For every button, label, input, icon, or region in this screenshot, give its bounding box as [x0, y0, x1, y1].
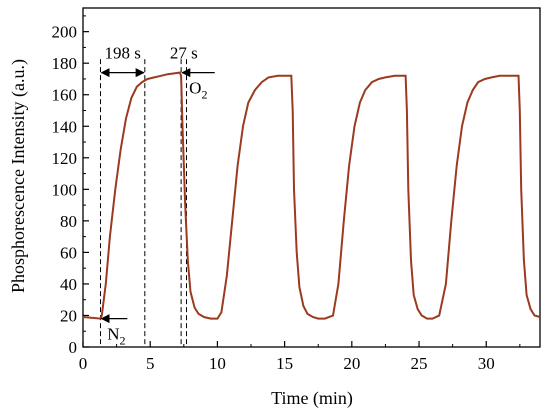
y-tick-label: 20	[60, 306, 77, 325]
x-tick-label: 5	[146, 354, 155, 373]
y-tick-label: 80	[60, 212, 77, 231]
x-tick-label: 10	[209, 354, 226, 373]
x-tick-label: 15	[276, 354, 293, 373]
x-tick-label: 25	[411, 354, 428, 373]
x-tick-label: 30	[478, 354, 495, 373]
x-tick-label: 0	[79, 354, 88, 373]
y-ticks: 0 20 40 60 80 100 120 140 160 180 200	[52, 15, 89, 357]
y-tick-label: 40	[60, 275, 77, 294]
series-line	[82, 71, 541, 320]
x-tick-label: 20	[343, 354, 360, 373]
x-axis-title: Time (min)	[271, 388, 353, 409]
y-tick-label: 60	[60, 243, 77, 262]
y-tick-label: 120	[52, 149, 78, 168]
n2-label: N2	[107, 325, 125, 348]
y-tick-label: 180	[52, 54, 78, 73]
annotations: 198 s 27 s O2 N2	[100, 44, 215, 348]
plot-frame	[82, 7, 541, 348]
x-ticks: 0 5 10 15 20 25 30	[79, 341, 521, 373]
y-axis-title: Phosphorescence Intensity (a.u.)	[8, 59, 29, 293]
interval-198s-label: 198 s	[104, 44, 140, 63]
interval-27s-label: 27 s	[170, 44, 198, 63]
y-tick-label: 100	[52, 180, 78, 199]
y-tick-label: 200	[52, 23, 78, 42]
y-tick-label: 0	[69, 338, 78, 357]
axes	[82, 7, 541, 348]
y-tick-label: 160	[52, 86, 78, 105]
o2-label: O2	[189, 79, 207, 102]
y-tick-label: 140	[52, 117, 78, 136]
